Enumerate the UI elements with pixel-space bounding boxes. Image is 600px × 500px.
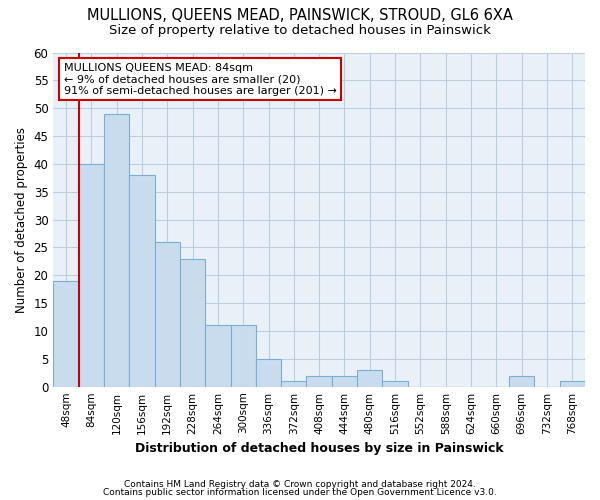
Bar xyxy=(79,164,104,386)
Bar xyxy=(560,381,585,386)
Text: MULLIONS, QUEENS MEAD, PAINSWICK, STROUD, GL6 6XA: MULLIONS, QUEENS MEAD, PAINSWICK, STROUD… xyxy=(87,8,513,22)
Bar xyxy=(307,376,332,386)
Bar xyxy=(180,258,205,386)
Text: Contains HM Land Registry data © Crown copyright and database right 2024.: Contains HM Land Registry data © Crown c… xyxy=(124,480,476,489)
Bar xyxy=(509,376,535,386)
Bar xyxy=(230,326,256,386)
Text: Contains public sector information licensed under the Open Government Licence v3: Contains public sector information licen… xyxy=(103,488,497,497)
Bar xyxy=(205,326,230,386)
Text: MULLIONS QUEENS MEAD: 84sqm
← 9% of detached houses are smaller (20)
91% of semi: MULLIONS QUEENS MEAD: 84sqm ← 9% of deta… xyxy=(64,62,337,96)
Bar xyxy=(281,381,307,386)
Bar xyxy=(129,175,155,386)
Bar xyxy=(256,359,281,386)
Bar xyxy=(53,281,79,386)
Bar xyxy=(104,114,129,386)
Bar xyxy=(155,242,180,386)
Y-axis label: Number of detached properties: Number of detached properties xyxy=(15,126,28,312)
Bar xyxy=(357,370,382,386)
Bar xyxy=(382,381,408,386)
Text: Size of property relative to detached houses in Painswick: Size of property relative to detached ho… xyxy=(109,24,491,37)
X-axis label: Distribution of detached houses by size in Painswick: Distribution of detached houses by size … xyxy=(135,442,503,455)
Bar xyxy=(332,376,357,386)
